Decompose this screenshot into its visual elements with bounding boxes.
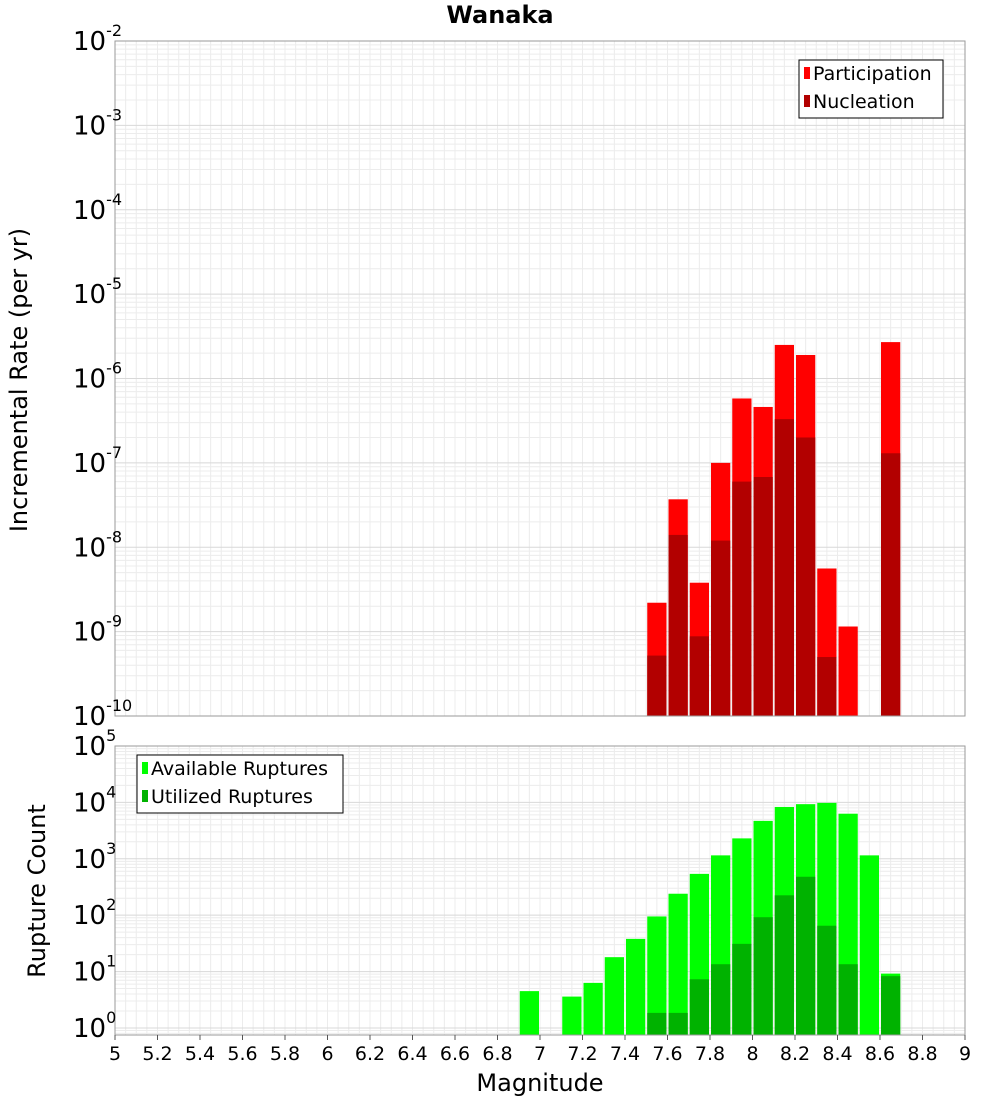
x-tick-label: 6 — [321, 1043, 333, 1065]
y-tick-label: 104 — [73, 782, 116, 818]
legend-swatch — [804, 67, 810, 79]
y-tick-label: 10-3 — [73, 105, 122, 141]
legend-swatch — [142, 790, 148, 802]
rate-y-axis-label: Incremental Rate (per yr) — [5, 228, 33, 532]
legend-label: Available Ruptures — [151, 758, 328, 780]
count-panel: 105 104 103 102 101 100 5 5.2 5.4 5.6 5.8 6 6.2 6.4 6… — [23, 726, 971, 1097]
nucleation-bar — [711, 540, 731, 716]
available-ruptures-bar — [583, 982, 603, 1035]
chart-title: Wanaka — [446, 1, 553, 29]
rate-y-ticks: 10-2 10-3 10-4 10-5 10-6 10-7 10-8 10-9 10-10 — [73, 21, 132, 732]
nucleation-bar — [647, 655, 667, 716]
magnitude-x-ticks: 5 5.2 5.4 5.6 5.8 6 6.2 6.4 6.6 6.8 7 7.2 7.4 7.6 7.8 8… — [109, 1035, 971, 1065]
legend-box — [798, 59, 944, 119]
nucleation-bar — [817, 657, 837, 716]
legend-swatch — [142, 762, 148, 774]
utilized-ruptures-bar — [732, 943, 752, 1035]
nucleation-bar — [881, 453, 901, 716]
available-ruptures-bar — [647, 916, 667, 1035]
rate-plot-frame — [114, 40, 966, 717]
utilized-ruptures-bar — [711, 964, 731, 1035]
nucleation-bar — [753, 477, 773, 716]
y-tick-label: 101 — [73, 952, 116, 988]
count-legend: Available Ruptures Utilized Ruptures — [136, 754, 344, 814]
count-y-axis-label: Rupture Count — [23, 804, 51, 978]
x-tick-label: 9 — [959, 1043, 971, 1065]
rate-legend: Participation Nucleation — [798, 59, 944, 119]
x-tick-label: 8.6 — [865, 1043, 895, 1065]
y-tick-label: 100 — [73, 1008, 116, 1044]
rate-gridlines — [114, 40, 966, 717]
x-tick-label: 8 — [746, 1043, 758, 1065]
utilized-ruptures-bar — [796, 876, 816, 1035]
nucleation-bar — [689, 636, 709, 716]
x-tick-label: 6.4 — [397, 1043, 427, 1065]
y-tick-label: 10-6 — [73, 359, 122, 395]
available-ruptures-bar — [604, 957, 624, 1035]
y-tick-label: 10-4 — [73, 190, 122, 226]
x-tick-label: 7.2 — [567, 1043, 597, 1065]
x-tick-label: 7.8 — [695, 1043, 725, 1065]
x-tick-label: 8.4 — [822, 1043, 852, 1065]
nucleation-bar — [796, 437, 816, 716]
x-tick-label: 8.8 — [907, 1043, 937, 1065]
y-tick-label: 10-10 — [73, 696, 132, 732]
available-ruptures-bar — [562, 996, 582, 1035]
utilized-ruptures-bar — [774, 895, 794, 1035]
y-tick-label: 10-2 — [73, 21, 122, 57]
available-ruptures-bar — [519, 991, 539, 1035]
nucleation-bar — [732, 481, 752, 716]
x-tick-label: 6.2 — [355, 1043, 385, 1065]
participation-bar — [838, 626, 858, 716]
y-tick-label: 10-9 — [73, 612, 122, 648]
y-tick-label: 10-5 — [73, 274, 122, 310]
count-bars — [519, 802, 901, 1035]
y-tick-label: 103 — [73, 839, 116, 875]
x-tick-label: 8.2 — [780, 1043, 810, 1065]
utilized-ruptures-bar — [881, 976, 901, 1035]
nucleation-bar — [774, 419, 794, 716]
legend-label: Nucleation — [813, 91, 915, 113]
legend-box — [136, 754, 344, 814]
utilized-ruptures-bar — [753, 917, 773, 1035]
available-ruptures-bar — [626, 938, 646, 1035]
x-axis-label: Magnitude — [476, 1069, 603, 1097]
legend-label: Participation — [813, 63, 932, 85]
utilized-ruptures-bar — [689, 979, 709, 1035]
x-tick-label: 7 — [534, 1043, 546, 1065]
x-tick-label: 5.2 — [142, 1043, 172, 1065]
utilized-ruptures-bar — [838, 964, 858, 1035]
y-tick-label: 10-8 — [73, 527, 122, 563]
x-tick-label: 5.4 — [185, 1043, 215, 1065]
rate-panel: 10-2 10-3 10-4 10-5 10-6 10-7 10-8 10-9 10-10 In… — [5, 21, 966, 732]
x-tick-label: 7.6 — [652, 1043, 682, 1065]
x-tick-label: 5.8 — [270, 1043, 300, 1065]
y-tick-label: 102 — [73, 895, 116, 931]
y-tick-label: 105 — [73, 726, 116, 762]
x-tick-label: 6.8 — [482, 1043, 512, 1065]
nucleation-bar — [668, 534, 688, 716]
y-tick-label: 10-7 — [73, 443, 122, 479]
available-ruptures-bar — [859, 855, 879, 1035]
x-tick-label: 5 — [109, 1043, 121, 1065]
count-y-ticks: 105 104 103 102 101 100 — [73, 726, 116, 1044]
utilized-ruptures-bar — [817, 925, 837, 1035]
available-ruptures-bar — [668, 893, 688, 1035]
rate-bars — [647, 342, 901, 716]
utilized-ruptures-bar — [647, 1012, 667, 1035]
legend-swatch — [804, 95, 810, 107]
utilized-ruptures-bar — [668, 1012, 688, 1035]
x-tick-label: 6.6 — [440, 1043, 470, 1065]
x-tick-label: 5.6 — [227, 1043, 257, 1065]
x-tick-label: 7.4 — [610, 1043, 640, 1065]
legend-label: Utilized Ruptures — [151, 786, 313, 808]
